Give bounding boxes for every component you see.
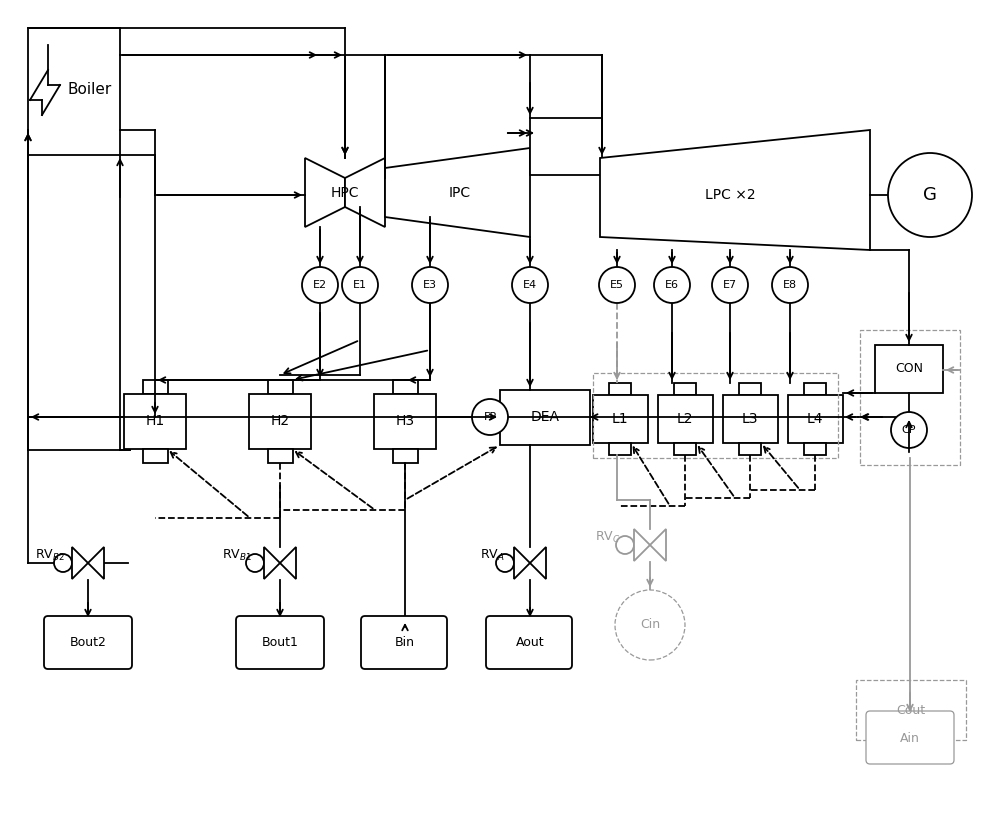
Polygon shape <box>88 547 104 579</box>
Text: CON: CON <box>895 362 923 375</box>
Bar <box>143 380 168 394</box>
Bar <box>124 394 186 449</box>
Polygon shape <box>305 158 345 227</box>
Text: E5: E5 <box>610 280 624 290</box>
Polygon shape <box>530 547 546 579</box>
Polygon shape <box>280 547 296 579</box>
Text: H1: H1 <box>145 414 165 428</box>
Polygon shape <box>385 148 530 237</box>
FancyBboxPatch shape <box>361 616 447 669</box>
Circle shape <box>712 267 748 303</box>
Bar <box>374 394 436 449</box>
Bar <box>393 380 418 394</box>
Circle shape <box>891 412 927 448</box>
Text: E7: E7 <box>723 280 737 290</box>
Bar <box>268 380 293 394</box>
Text: E2: E2 <box>313 280 327 290</box>
Text: Cout: Cout <box>896 703 926 717</box>
Text: L2: L2 <box>677 412 693 426</box>
Circle shape <box>342 267 378 303</box>
Bar <box>674 443 696 455</box>
Polygon shape <box>514 547 530 579</box>
Circle shape <box>54 554 72 572</box>
Text: Cin: Cin <box>640 618 660 631</box>
Text: E6: E6 <box>665 280 679 290</box>
Circle shape <box>472 399 508 435</box>
Text: Ain: Ain <box>900 731 920 744</box>
FancyBboxPatch shape <box>44 616 132 669</box>
Circle shape <box>599 267 635 303</box>
Text: RV$_{B2}$: RV$_{B2}$ <box>35 547 65 563</box>
Bar <box>875 345 943 393</box>
FancyBboxPatch shape <box>236 616 324 669</box>
Bar <box>500 390 590 445</box>
Bar <box>739 443 761 455</box>
FancyBboxPatch shape <box>866 711 954 764</box>
Text: Boiler: Boiler <box>68 83 112 97</box>
Text: L1: L1 <box>612 412 628 426</box>
Text: L3: L3 <box>742 412 758 426</box>
Text: H2: H2 <box>270 414 290 428</box>
Text: RV$_{B1}$: RV$_{B1}$ <box>222 547 252 563</box>
Text: FP: FP <box>483 412 497 422</box>
Polygon shape <box>72 547 88 579</box>
Text: HPC: HPC <box>331 186 359 200</box>
Circle shape <box>654 267 690 303</box>
Circle shape <box>302 267 338 303</box>
Text: Bout2: Bout2 <box>70 636 106 649</box>
Bar <box>788 395 843 443</box>
Bar <box>593 373 838 458</box>
Text: LPC ×2: LPC ×2 <box>705 188 755 202</box>
Text: E1: E1 <box>353 280 367 290</box>
Polygon shape <box>634 529 650 561</box>
Circle shape <box>615 590 685 660</box>
Bar <box>593 395 648 443</box>
Text: DEA: DEA <box>530 410 560 424</box>
Bar <box>739 383 761 395</box>
Polygon shape <box>650 529 666 561</box>
Text: E3: E3 <box>423 280 437 290</box>
Text: G: G <box>923 186 937 204</box>
Text: H3: H3 <box>395 414 415 428</box>
Text: Bin: Bin <box>395 636 415 649</box>
Text: RV$_C$: RV$_C$ <box>595 529 621 545</box>
Bar <box>804 383 826 395</box>
Circle shape <box>412 267 448 303</box>
Text: Bout1: Bout1 <box>262 636 298 649</box>
Bar <box>393 449 418 463</box>
Text: E8: E8 <box>783 280 797 290</box>
Bar <box>268 449 293 463</box>
Text: E4: E4 <box>523 280 537 290</box>
Bar <box>658 395 713 443</box>
Bar <box>609 383 631 395</box>
Bar <box>674 383 696 395</box>
Text: L4: L4 <box>807 412 823 426</box>
Text: RV$_A$: RV$_A$ <box>480 547 504 563</box>
Circle shape <box>616 536 634 554</box>
Circle shape <box>772 267 808 303</box>
Polygon shape <box>345 158 385 227</box>
Bar <box>28 28 120 155</box>
Polygon shape <box>264 547 280 579</box>
Bar <box>860 330 960 465</box>
Circle shape <box>496 554 514 572</box>
Bar <box>249 394 311 449</box>
Bar <box>143 449 168 463</box>
Bar <box>856 680 966 740</box>
Text: CP: CP <box>902 425 916 435</box>
Circle shape <box>512 267 548 303</box>
Bar <box>530 118 602 175</box>
Text: IPC: IPC <box>449 186 471 200</box>
Text: Aout: Aout <box>516 636 544 649</box>
FancyBboxPatch shape <box>486 616 572 669</box>
Circle shape <box>246 554 264 572</box>
Polygon shape <box>600 130 870 250</box>
Circle shape <box>888 153 972 237</box>
Bar <box>723 395 778 443</box>
Bar <box>804 443 826 455</box>
Bar <box>609 443 631 455</box>
